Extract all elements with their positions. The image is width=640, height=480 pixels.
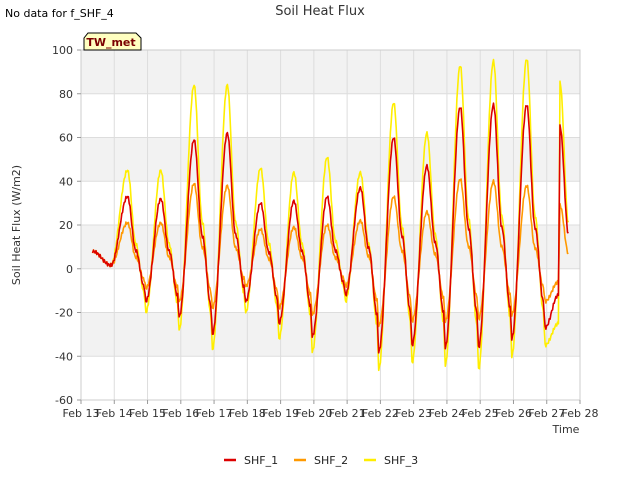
- x-tick-label: Feb 28: [562, 407, 599, 420]
- x-tick-label: Feb 21: [329, 407, 366, 420]
- x-tick-label: Feb 13: [63, 407, 100, 420]
- x-tick-label: Feb 23: [395, 407, 432, 420]
- series-lines: [91, 58, 570, 372]
- y-tick-label: 100: [52, 44, 73, 57]
- legend-label: SHF_2: [314, 454, 348, 467]
- y-axis: -60 -40 -20 0 20 40 60 80 100: [52, 44, 81, 407]
- grid-band: [81, 312, 580, 357]
- chart-title: Soil Heat Flux: [275, 4, 365, 19]
- y-tick-label: 60: [59, 132, 73, 145]
- grid-band: [81, 50, 580, 94]
- no-data-note: No data for f_SHF_4: [5, 7, 114, 20]
- x-tick-label: Feb 26: [495, 407, 532, 420]
- x-tick-label: Feb 15: [129, 407, 166, 420]
- x-tick-label: Feb 19: [262, 407, 299, 420]
- y-tick-label: 20: [59, 219, 73, 232]
- y-tick-label: 40: [59, 175, 73, 188]
- tag-shape: [83, 32, 142, 51]
- y-axis-label: Soil Heat Flux (W/m2): [10, 165, 23, 285]
- legend-label: SHF_3: [384, 454, 418, 467]
- x-tick-label: Feb 20: [295, 407, 332, 420]
- x-tick-label: Feb 14: [96, 407, 133, 420]
- legend-label: SHF_1: [244, 454, 278, 467]
- series-line-shf-1: [91, 102, 569, 354]
- legend: SHF_1 SHF_2 SHF_3: [224, 454, 418, 467]
- x-tick-label: Feb 27: [528, 407, 565, 420]
- x-tick-label: Feb 24: [428, 407, 465, 420]
- x-tick-label: Feb 16: [162, 407, 199, 420]
- y-tick-label: 0: [66, 263, 73, 276]
- x-tick-label: Feb 18: [229, 407, 266, 420]
- y-tick-label: -40: [55, 350, 73, 363]
- y-tick-label: -60: [55, 394, 73, 407]
- tag-label: TW_met: [86, 36, 135, 49]
- x-tick-label: Feb 17: [196, 407, 233, 420]
- x-axis-label: Time: [552, 423, 580, 436]
- tw-met-tag: TW_met: [83, 32, 142, 51]
- x-tick-label: Feb 25: [462, 407, 499, 420]
- y-tick-label: 80: [59, 88, 73, 101]
- y-tick-label: -20: [55, 307, 73, 320]
- x-tick-label: Feb 22: [362, 407, 399, 420]
